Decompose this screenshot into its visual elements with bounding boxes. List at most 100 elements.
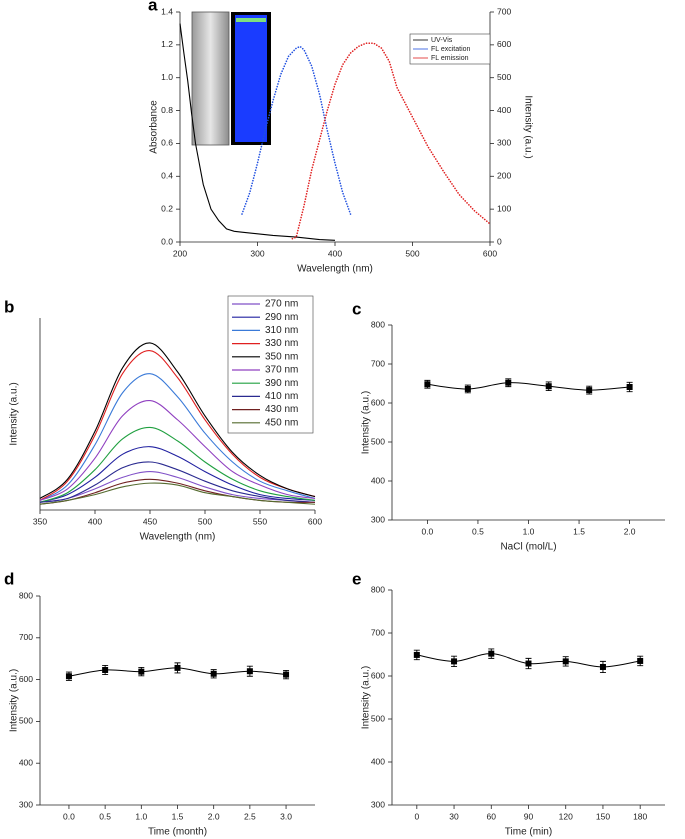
data-point [599,663,606,670]
series-line [39,350,316,501]
x-tick-label: 0.0 [421,526,433,536]
x-axis-title: Wavelength (nm) [140,532,216,543]
y-axis-title: Intensity (a.u.) [361,391,372,454]
x-axis-title: Time (month) [148,827,207,838]
data-point [283,671,290,678]
y-tick-label: 300 [371,799,385,809]
y2-tick-label: 400 [497,105,511,115]
y-tick-label: 700 [371,358,385,368]
y-tick-label: 0.2 [161,203,173,213]
data-point [488,650,495,657]
x-tick-label: 200 [173,248,187,258]
x-axis-title: NaCl (mol/L) [500,542,556,553]
y-tick-label: 600 [371,670,385,680]
panel-label: e [352,569,361,588]
data-point [637,657,644,664]
series-line [39,373,316,501]
y-tick-label: 400 [19,757,33,767]
series-line [241,45,352,215]
inset-photo [191,11,271,146]
series-line [39,400,316,501]
y2-axis-title: Intensity (a.u.) [522,95,533,158]
y-tick-label: 1.4 [161,6,173,16]
data-point [464,385,471,392]
y-tick-label: 500 [19,716,33,726]
x-tick-label: 2.0 [624,526,636,536]
x-tick-label: 2.0 [208,811,220,821]
data-point [626,384,633,391]
legend-label: 310 nm [265,325,298,336]
x-tick-label: 120 [559,811,573,821]
x-tick-label: 180 [633,811,647,821]
legend-label: 290 nm [265,312,298,323]
legend-label: FL excitation [431,46,471,53]
y-tick-label: 0.4 [161,171,173,181]
x-tick-label: 500 [405,248,419,258]
series-line [39,426,316,503]
y-axis-title: Intensity (a.u.) [9,382,20,445]
data-point [174,664,181,671]
legend-label: 450 nm [265,417,298,428]
series-line [427,382,630,391]
legend-label: 430 nm [265,404,298,415]
x-tick-label: 400 [88,516,102,526]
data-point [65,673,72,680]
x-tick-label: 500 [198,516,212,526]
y2-tick-label: 500 [497,72,511,82]
y-tick-label: 700 [19,632,33,642]
x-tick-label: 1.0 [523,526,535,536]
x-tick-label: 1.5 [573,526,585,536]
x-tick-label: 2.5 [244,811,256,821]
x-tick-label: 450 [143,516,157,526]
y-tick-label: 0.0 [161,236,173,246]
legend-label: UV-Vis [431,37,453,44]
panel-label: c [352,299,361,318]
data-point [562,658,569,665]
y-tick-label: 0.6 [161,138,173,148]
data-point [451,658,458,665]
legend-label: 330 nm [265,338,298,349]
y-tick-label: 600 [19,674,33,684]
y-tick-label: 1.0 [161,72,173,82]
y-axis-title: Absorbance [149,100,160,154]
x-tick-label: 600 [308,516,322,526]
series-line [39,482,316,505]
data-point [210,670,217,677]
x-tick-label: 600 [483,248,497,258]
x-axis-title: Wavelength (nm) [297,264,373,275]
series-line [39,471,316,503]
x-tick-label: 1.5 [172,811,184,821]
data-point [138,668,145,675]
data-point [246,668,253,675]
series-line [39,342,316,499]
y-tick-label: 400 [371,756,385,766]
x-tick-label: 0 [414,811,419,821]
data-point [424,381,431,388]
y-tick-label: 300 [371,514,385,524]
legend-label: 270 nm [265,299,298,310]
y-tick-label: 1.2 [161,39,173,49]
series-line [179,23,336,241]
y2-tick-label: 100 [497,203,511,213]
y2-tick-label: 600 [497,39,511,49]
y-tick-label: 600 [371,397,385,407]
y-tick-label: 800 [371,319,385,329]
data-point [102,666,109,673]
y-tick-label: 800 [19,590,33,600]
legend-label: 370 nm [265,365,298,376]
legend-label: 350 nm [265,351,298,362]
panel-label: a [148,0,158,14]
x-tick-label: 0.5 [472,526,484,536]
x-tick-label: 0.0 [63,811,75,821]
data-point [413,651,420,658]
x-tick-label: 1.0 [135,811,147,821]
panel-label: d [4,569,14,588]
y2-tick-label: 300 [497,138,511,148]
legend-label: FL emission [431,55,469,62]
y-tick-label: 700 [371,627,385,637]
x-tick-label: 550 [253,516,267,526]
y-tick-label: 0.8 [161,105,173,115]
data-point [545,383,552,390]
x-tick-label: 60 [487,811,497,821]
